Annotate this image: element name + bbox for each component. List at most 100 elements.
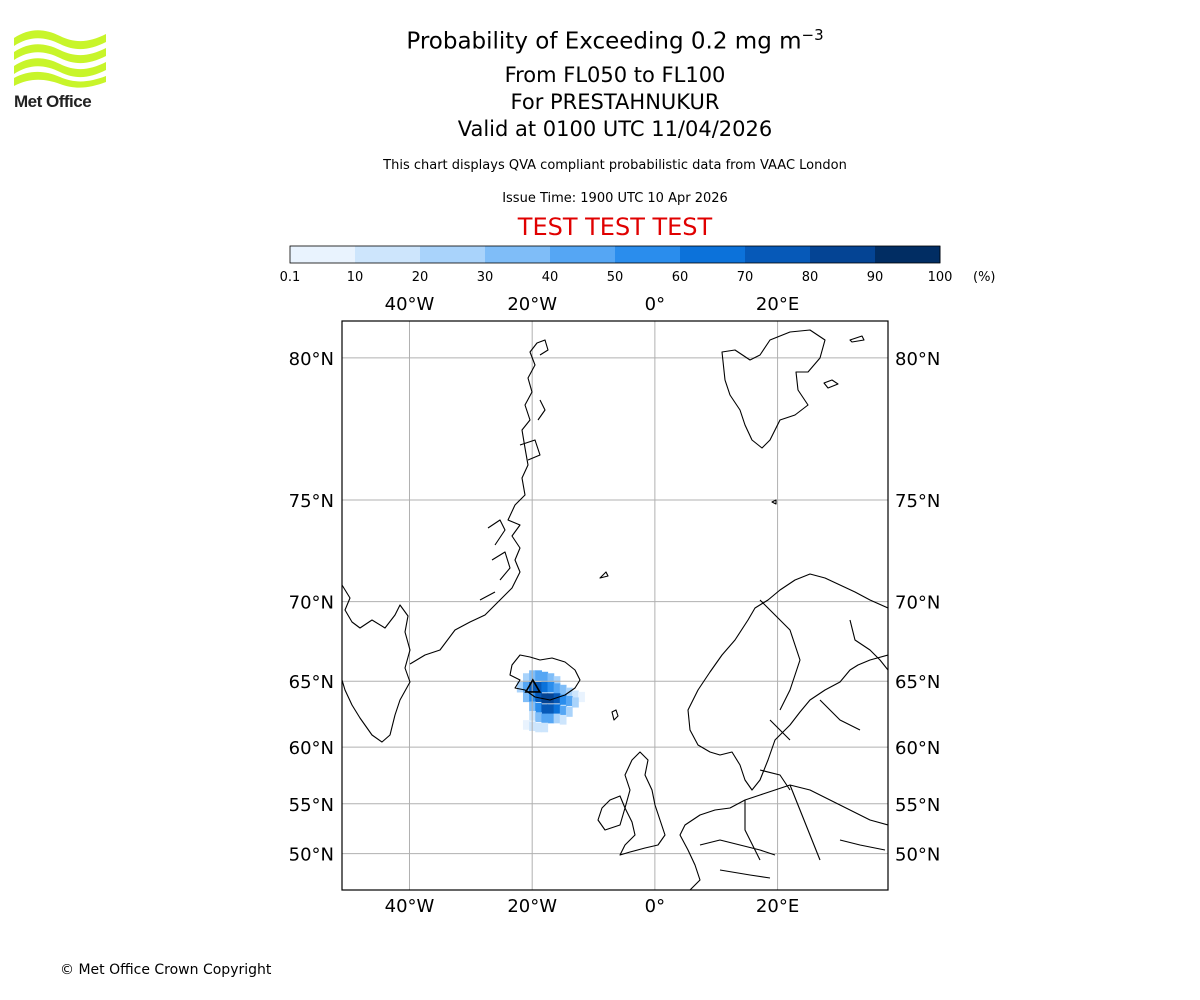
title-exponent: −3 (801, 26, 824, 44)
ash-probability-cell (559, 684, 567, 696)
colorbar-segment (875, 246, 941, 263)
ash-probability-cell (516, 681, 524, 693)
lon-label-bottom: 20°E (756, 896, 799, 917)
europe-borders (699, 784, 886, 879)
baltic-states (759, 699, 861, 791)
ash-probability-cell (522, 691, 530, 703)
ash-probability-cell (559, 694, 567, 705)
lat-label-right: 65°N (895, 672, 940, 693)
lat-label-left: 60°N (289, 738, 334, 759)
ash-probability-cell (553, 683, 561, 694)
faroe-islands (611, 709, 619, 721)
graticule (342, 321, 888, 890)
ash-probability-cell (559, 714, 567, 725)
coastlines (342, 329, 888, 890)
logo-text: Met Office (14, 92, 92, 111)
ash-probability-cell (559, 705, 567, 716)
volcano-marker (524, 678, 542, 693)
lat-label-left: 65°N (289, 672, 334, 693)
ash-probability-cell (535, 722, 542, 733)
ash-probability-cell (535, 691, 542, 703)
colorbar (289, 245, 941, 264)
ash-probability-cell (541, 693, 549, 704)
ash-probability-cell (547, 681, 555, 693)
greenland-east-coastline (409, 339, 549, 665)
ash-probability-cell (522, 673, 530, 684)
colorbar-tick-label: 40 (541, 270, 559, 285)
colorbar-tick-label: 50 (606, 270, 624, 285)
greenland-coastline (342, 584, 411, 743)
ash-probability-cell (535, 712, 542, 723)
ash-probability-cell (535, 681, 542, 693)
issue-time: Issue Time: 1900 UTC 10 Apr 2026 (502, 191, 728, 206)
greenland-fjords (479, 399, 546, 601)
colorbar-tick-label: 80 (801, 270, 819, 285)
ash-probability-cell (535, 670, 542, 682)
test-banner: TEST TEST TEST (517, 213, 713, 241)
ash-probability-cell (541, 722, 549, 733)
colorbar-tick-label: 0.1 (279, 270, 301, 285)
lat-label-right: 50°N (895, 845, 940, 866)
ash-probability-cell (522, 720, 530, 730)
lat-label-left: 55°N (289, 795, 334, 816)
ash-probability-cell (547, 693, 555, 704)
ash-probability-cell (565, 687, 573, 699)
ash-probability-cell (553, 693, 561, 704)
ash-probability-cell (572, 690, 579, 701)
iceland-coastline (509, 654, 581, 701)
finland-border (759, 599, 888, 711)
ash-probability-cell (541, 704, 549, 715)
data-source-note: This chart displays QVA compliant probab… (383, 158, 847, 173)
met-office-waves-icon (14, 30, 106, 88)
lon-label-bottom: 40°W (385, 896, 435, 917)
lon-label-top: 40°W (385, 294, 435, 315)
lat-label-left: 70°N (289, 593, 334, 614)
colorbar-segment (290, 246, 356, 263)
colorbar-segment (420, 246, 486, 263)
colorbar-tick-label: 70 (736, 270, 754, 285)
colorbar-tick-label: 10 (346, 270, 364, 285)
colorbar-tick-label: 30 (476, 270, 494, 285)
ash-probability-field (516, 670, 585, 733)
lat-label-right: 70°N (895, 593, 940, 614)
ash-probability-cell (565, 696, 573, 707)
ash-probability-cell (553, 713, 561, 724)
lon-label-top: 20°W (507, 294, 557, 315)
lon-label-bottom: 20°W (507, 896, 557, 917)
lat-label-left: 80°N (289, 349, 334, 370)
ash-probability-cell (572, 697, 579, 708)
lat-label-left: 75°N (289, 491, 334, 512)
colorbar-tick-label: 90 (866, 270, 884, 285)
ash-probability-cell (547, 673, 555, 684)
colorbar-outline (289, 245, 941, 264)
lat-label-right: 60°N (895, 738, 940, 759)
ash-probability-cell (522, 681, 530, 693)
lat-label-left: 50°N (289, 845, 334, 866)
ash-probability-cell (578, 691, 585, 703)
ash-probability-cell (541, 681, 549, 693)
lon-label-top: 0° (645, 294, 665, 315)
valid-time: Valid at 0100 UTC 11/04/2026 (457, 117, 773, 141)
lon-label-bottom: 0° (645, 896, 665, 917)
copyright: © Met Office Crown Copyright (60, 962, 272, 978)
scandinavia-coastline (687, 573, 888, 791)
lat-label-right: 55°N (895, 795, 940, 816)
ash-probability-cell (565, 706, 573, 717)
lat-label-right: 80°N (895, 349, 940, 370)
colorbar-tick-label: 100 (927, 270, 953, 285)
colorbar-segment (615, 246, 681, 263)
europe-coastline (679, 784, 888, 890)
colorbar-segment (810, 246, 876, 263)
colorbar-segment (745, 246, 811, 263)
met-office-logo: Met Office (14, 30, 106, 112)
ash-probability-cell (541, 671, 549, 683)
ash-probability-cell (547, 704, 555, 715)
chart-title: Probability of Exceeding 0.2 mg m−3 (406, 26, 824, 55)
lon-label-top: 20°E (756, 294, 799, 315)
volcano-triangle-icon (524, 678, 542, 693)
lat-label-right: 75°N (895, 491, 940, 512)
colorbar-segment (355, 246, 421, 263)
colorbar-segment (550, 246, 616, 263)
ireland-coastline (597, 795, 626, 831)
